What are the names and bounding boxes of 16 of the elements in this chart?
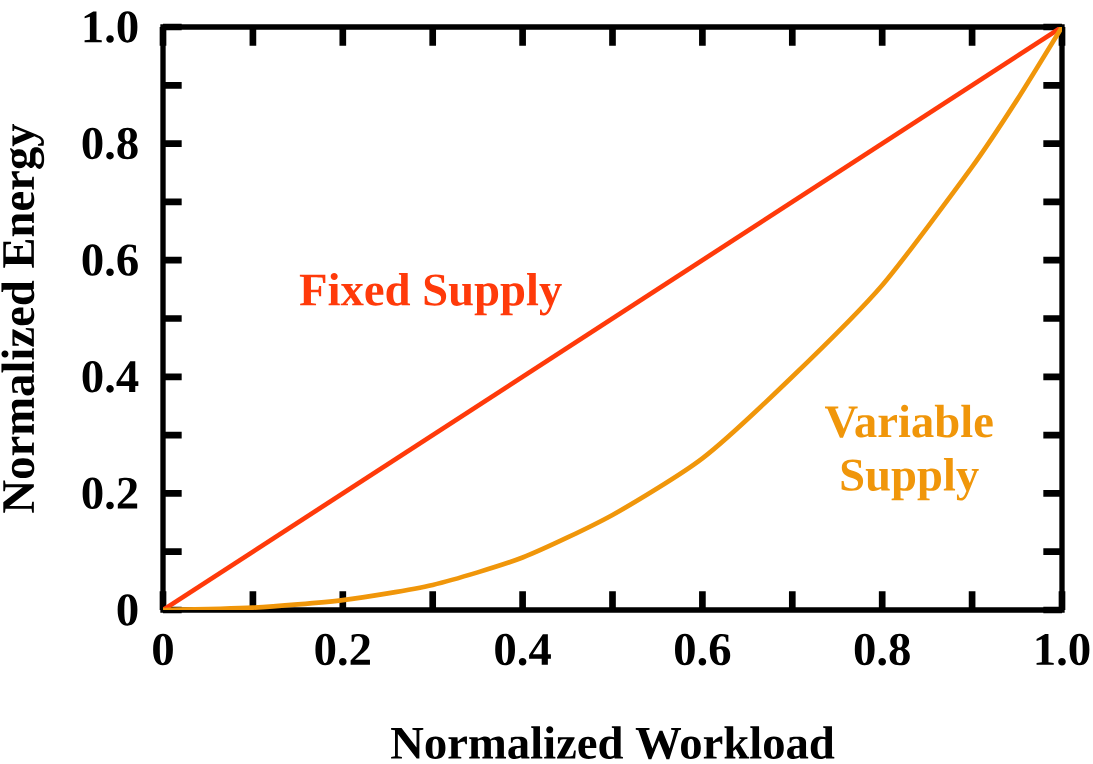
x-tick-label: 0.2 bbox=[315, 633, 370, 666]
x-tick-label: 0.4 bbox=[495, 633, 551, 666]
series-label: Fixed Supply bbox=[299, 272, 562, 316]
y-tick-label: 0.2 bbox=[82, 477, 138, 510]
series-label: Variable Supply bbox=[824, 404, 993, 501]
y-tick-label: 0.4 bbox=[82, 360, 139, 393]
x-tick-label: 0.8 bbox=[854, 633, 910, 666]
y-tick-label: 0.6 bbox=[82, 244, 138, 277]
x-tick-label: 1.0 bbox=[1036, 633, 1090, 666]
y-tick-label: 0.8 bbox=[82, 127, 138, 160]
x-axis-title: Normalized Workload bbox=[391, 726, 835, 760]
y-axis-title: Normalized Energy bbox=[1, 123, 45, 513]
y-tick-label: 1.0 bbox=[84, 11, 138, 43]
x-tick-label: 0 bbox=[153, 633, 173, 666]
y-tick-label: 0 bbox=[117, 594, 138, 626]
x-tick-label: 0.6 bbox=[675, 633, 731, 666]
